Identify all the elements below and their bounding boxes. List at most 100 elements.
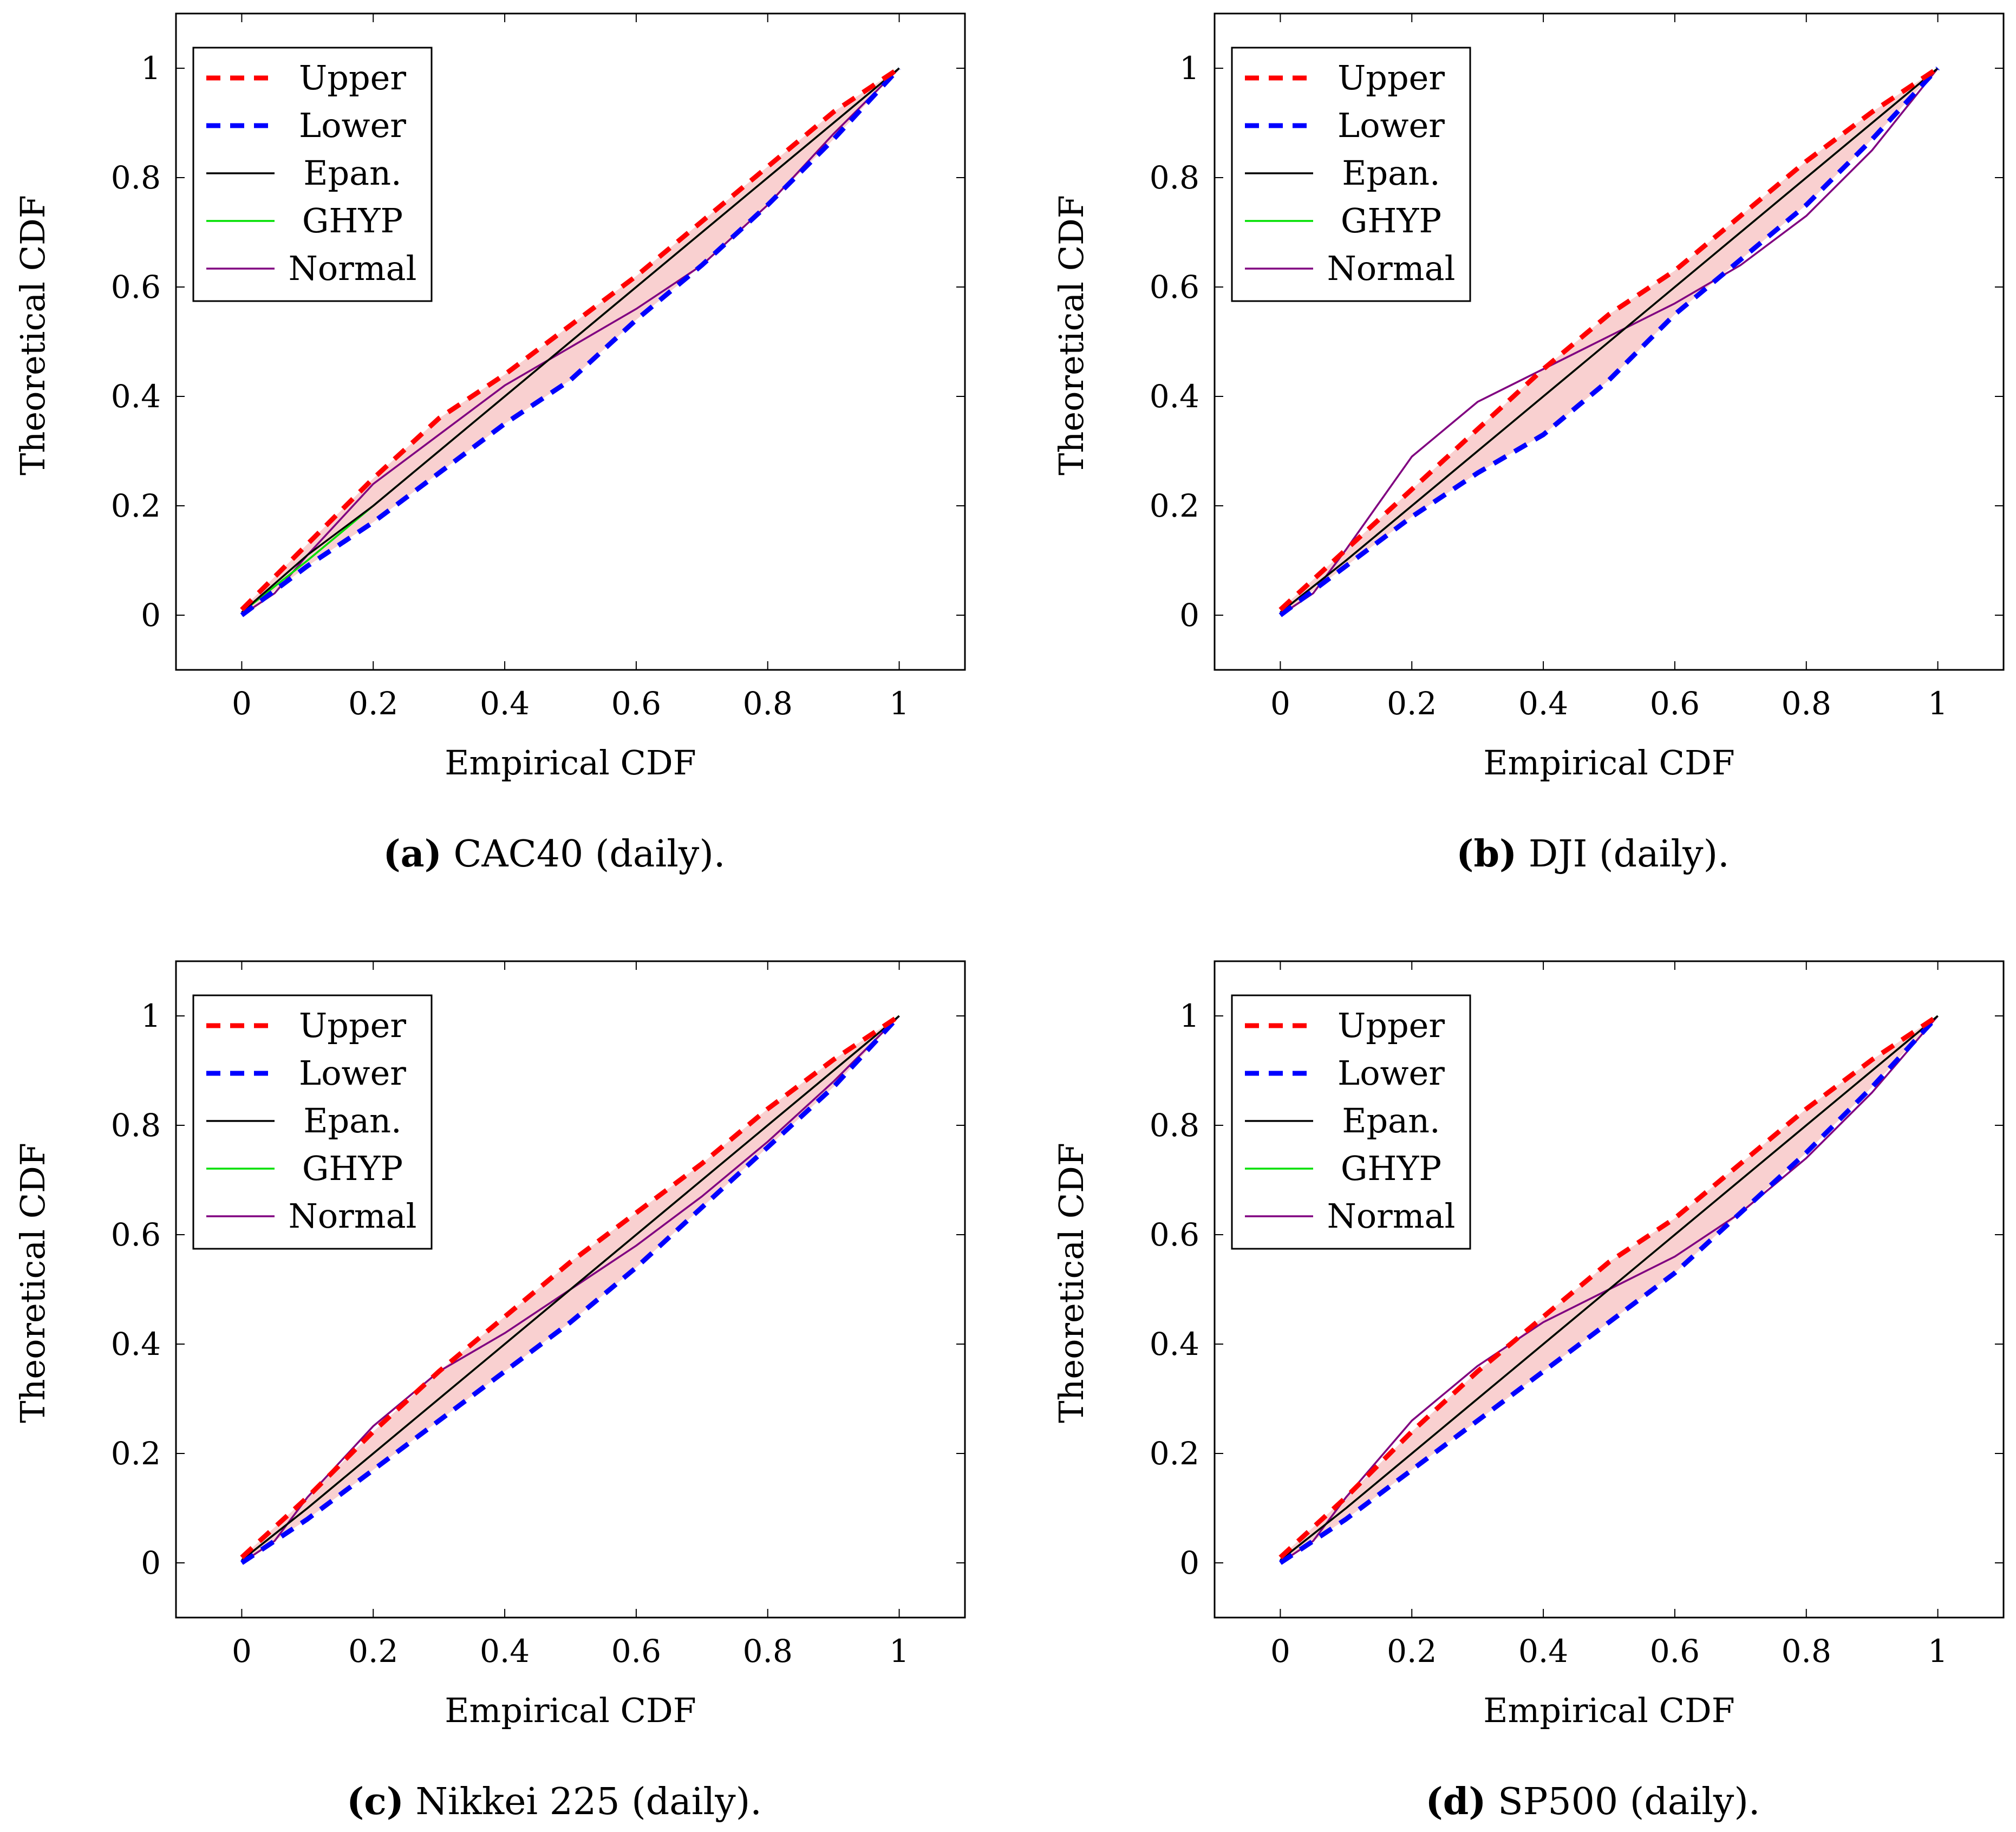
x-tick-label: 1 [889, 1633, 909, 1670]
x-tick-label: 0 [1270, 685, 1290, 722]
x-tick-label: 1 [1928, 1633, 1948, 1670]
legend-label: Lower [299, 1053, 406, 1093]
y-tick-label: 0.6 [111, 269, 161, 305]
y-tick-label: 0.4 [1150, 1326, 1199, 1362]
x-tick-label: 0 [232, 1633, 252, 1670]
legend-label: GHYP [1341, 201, 1441, 240]
caption-space [1486, 1781, 1498, 1823]
series-line-upper [240, 66, 901, 612]
x-tick-label: 0.2 [1387, 685, 1437, 722]
series-line-lower [1278, 1014, 1940, 1565]
x-tick-label: 0.6 [1650, 685, 1700, 722]
y-tick-label: 0.2 [111, 1435, 161, 1472]
legend-label: Epan. [1342, 153, 1440, 193]
legend-label: Upper [299, 58, 406, 97]
legend-label: GHYP [1341, 1149, 1441, 1188]
series-line-epan [241, 1015, 900, 1561]
x-axis-label: Empirical CDF [1483, 743, 1734, 783]
series-line-lower [240, 66, 901, 617]
legend-box [192, 47, 433, 302]
y-tick-label: 0.2 [111, 487, 161, 524]
y-tick-label: 0.8 [111, 159, 161, 196]
y-tick-label: 0 [141, 597, 161, 634]
legend-label: GHYP [302, 1149, 403, 1188]
legend-label: Normal [289, 1196, 417, 1236]
legend-label: Lower [1338, 1053, 1445, 1093]
caption-tag: (a) [383, 832, 441, 876]
legend-label: Upper [1338, 1006, 1445, 1045]
chart-caption: (a) CAC40 (daily). [383, 832, 725, 876]
caption-text: DJI (daily). [1529, 833, 1730, 876]
legend-label: Upper [299, 1006, 406, 1045]
chart-panel-b: 0 0.2 0.4 0.6 0.8 1 0 0.2 0.4 0.6 0.8 1 Upper Lower Ep… [1052, 12, 2005, 876]
legend-box [1231, 47, 1471, 302]
y-tick-label: 0 [1179, 1544, 1199, 1581]
axis-frame [1213, 960, 2005, 1619]
y-tick-label: 0.2 [1150, 1435, 1199, 1472]
y-tick-label: 1 [1179, 998, 1199, 1034]
y-tick-label: 0 [1179, 597, 1199, 634]
caption-text: CAC40 (daily). [454, 833, 726, 876]
series-line-lower [1278, 66, 1940, 617]
legend-label: Normal [1327, 1196, 1456, 1236]
x-axis-label: Empirical CDF [445, 743, 696, 783]
series-line-epan [241, 67, 900, 614]
legend-box [1231, 994, 1471, 1250]
x-tick-label: 0.4 [1518, 1633, 1568, 1670]
x-tick-label: 0.8 [1782, 685, 1831, 722]
series-line-upper [1278, 1014, 1940, 1560]
y-axis-label: Theoretical CDF [13, 195, 53, 475]
chart-panel-c: 0 0.2 0.4 0.6 0.8 1 0 0.2 0.4 0.6 0.8 1 Upper Lower Ep… [13, 960, 966, 1823]
x-tick-label: 0.6 [611, 1633, 661, 1670]
x-tick-label: 1 [1928, 685, 1948, 722]
axis-frame [1213, 12, 2005, 671]
x-tick-label: 0.4 [480, 685, 530, 722]
axis-frame [175, 960, 966, 1619]
caption-tag: (b) [1456, 832, 1517, 876]
chart-caption: (d) SP500 (daily). [1426, 1780, 1760, 1823]
caption-space [1517, 833, 1529, 876]
x-axis-label: Empirical CDF [445, 1691, 696, 1730]
caption-space [442, 833, 454, 876]
y-tick-label: 0.6 [111, 1216, 161, 1253]
y-tick-label: 0.4 [1150, 378, 1199, 415]
x-tick-label: 0.8 [743, 1633, 793, 1670]
y-axis-label: Theoretical CDF [1052, 195, 1091, 475]
x-tick-label: 0.8 [743, 685, 793, 722]
y-tick-label: 0.6 [1150, 269, 1199, 305]
legend-label: GHYP [302, 201, 403, 240]
legend-label: Epan. [303, 1101, 402, 1140]
x-tick-label: 0.2 [1387, 1633, 1437, 1670]
x-axis-label: Empirical CDF [1483, 1691, 1734, 1730]
x-tick-label: 1 [889, 685, 909, 722]
x-tick-label: 0.4 [1518, 685, 1568, 722]
legend-label: Lower [299, 106, 406, 145]
y-tick-label: 0.4 [111, 378, 161, 415]
y-tick-label: 0 [141, 1544, 161, 1581]
chart-caption: (b) DJI (daily). [1456, 832, 1729, 876]
y-tick-label: 1 [1179, 50, 1199, 87]
caption-tag: (c) [347, 1780, 404, 1823]
chart-panel-d: 0 0.2 0.4 0.6 0.8 1 0 0.2 0.4 0.6 0.8 1 Upper Lower Ep… [1052, 960, 2005, 1823]
y-axis-label: Theoretical CDF [13, 1143, 53, 1423]
x-tick-label: 0 [232, 685, 252, 722]
legend-label: Normal [1327, 249, 1456, 288]
legend-label: Epan. [303, 153, 402, 193]
series-line-epan [1280, 67, 1939, 614]
y-tick-label: 0.8 [111, 1107, 161, 1144]
series-line-normal [241, 67, 900, 616]
x-tick-label: 0.4 [480, 1633, 530, 1670]
legend-label: Upper [1338, 58, 1445, 97]
y-tick-label: 1 [141, 998, 161, 1034]
legend-label: Lower [1338, 106, 1445, 145]
y-axis-label: Theoretical CDF [1052, 1143, 1091, 1423]
x-tick-label: 0.6 [611, 685, 661, 722]
x-tick-label: 0.2 [348, 685, 398, 722]
series-line-upper [240, 1014, 901, 1560]
chart-caption: (c) Nikkei 225 (daily). [347, 1780, 762, 1823]
caption-text: SP500 (daily). [1498, 1781, 1760, 1823]
y-tick-label: 0.8 [1150, 1107, 1199, 1144]
y-tick-label: 0.2 [1150, 487, 1199, 524]
axis-frame [175, 12, 966, 671]
